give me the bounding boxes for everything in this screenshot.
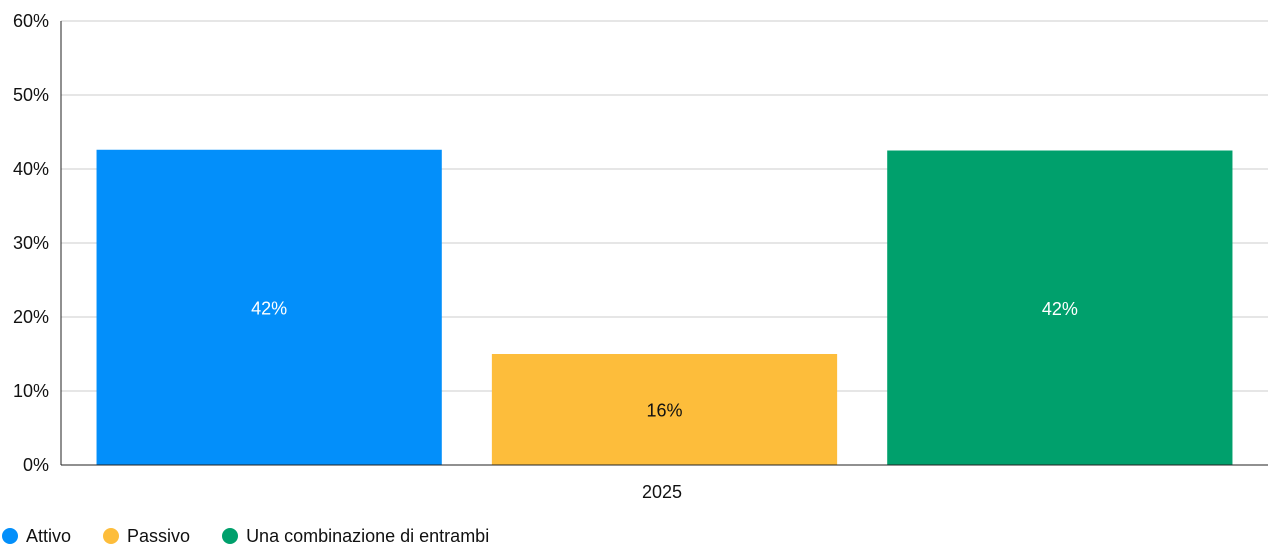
legend-item-passivo[interactable]: Passivo bbox=[103, 526, 190, 547]
y-tick-label: 60% bbox=[13, 11, 49, 31]
bar-passivo[interactable] bbox=[491, 354, 838, 465]
y-tick-label: 50% bbox=[13, 85, 49, 105]
bar-una[interactable] bbox=[887, 150, 1233, 466]
y-tick-label: 20% bbox=[13, 307, 49, 327]
y-tick-label: 30% bbox=[13, 233, 49, 253]
bar-attivo[interactable] bbox=[96, 149, 442, 465]
bar-value-label: 42% bbox=[1042, 299, 1078, 319]
bar-value-label: 42% bbox=[251, 298, 287, 318]
bars bbox=[96, 149, 1233, 466]
legend-item-combinazione[interactable]: Una combinazione di entrambi bbox=[222, 526, 489, 547]
x-tick-label: 2025 bbox=[642, 482, 682, 502]
legend-label: Passivo bbox=[127, 525, 191, 546]
y-tick-label: 10% bbox=[13, 381, 49, 401]
legend-dot-icon bbox=[222, 528, 239, 544]
legend-item-attivo[interactable]: Attivo bbox=[2, 526, 71, 547]
legend-label: Una combinazione di entrambi bbox=[246, 525, 490, 546]
bar-labels: 42% 16% 42% bbox=[251, 298, 1078, 420]
bar-value-label: 16% bbox=[646, 401, 682, 421]
y-tick-label: 0% bbox=[23, 455, 49, 475]
legend: Attivo Passivo Una combinazione di entra… bbox=[2, 524, 521, 548]
legend-dot-icon bbox=[103, 528, 120, 544]
y-tick-label: 40% bbox=[13, 159, 49, 179]
y-axis-ticks: 0% 10% 20% 30% 40% 50% 60% bbox=[13, 11, 49, 475]
legend-dot-icon bbox=[2, 528, 18, 544]
legend-label: Attivo bbox=[26, 525, 72, 546]
